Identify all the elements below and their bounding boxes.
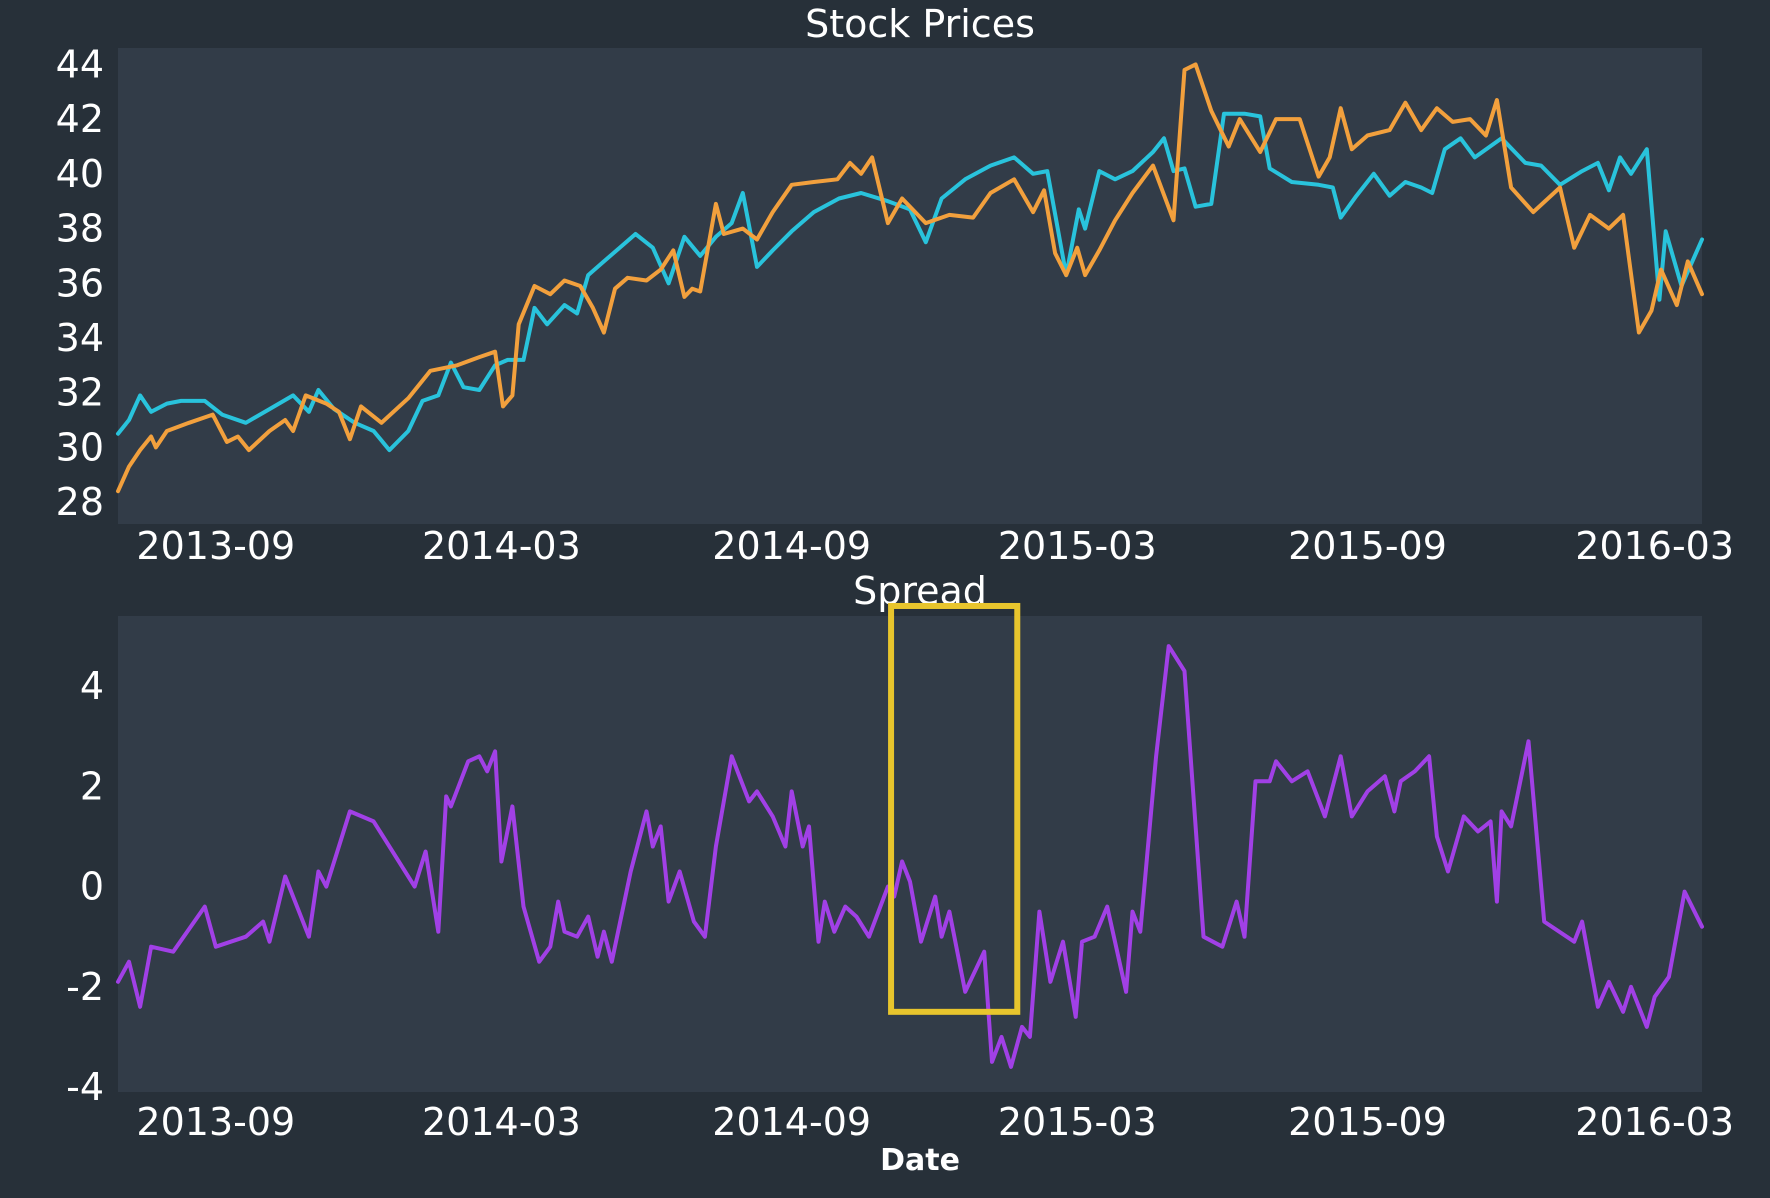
stock-prices-x-tick-label: 2014-03 [422,524,581,568]
stock-prices-y-tick-label: 36 [56,261,104,305]
spread-series-line-1 [116,644,1704,1069]
spread-y-tick-label: 2 [80,764,104,808]
stock-prices-y-tick-label: 30 [56,425,104,469]
stock-prices-series [116,62,1704,494]
spread-x-tick-label: 2015-09 [1288,1100,1447,1144]
spread-x-tick-label: 2013-09 [136,1100,295,1144]
stock-prices-series-line-2 [116,62,1704,494]
stock-prices-x-ticks: 2013-09 2014-03 2014-09 2015-03 2015-09 2016-… [136,524,1734,568]
stock-prices-x-tick-label: 2016-03 [1575,524,1734,568]
spread-x-tick-label: 2015-03 [998,1100,1157,1144]
spread-x-tick-label: 2016-03 [1575,1100,1734,1144]
spread-x-tick-label: 2014-03 [422,1100,581,1144]
stock-prices-x-tick-label: 2013-09 [136,524,295,568]
stock-prices-plot-area [118,48,1702,524]
stock-prices-x-tick-label: 2014-09 [712,524,871,568]
spread-plot-area [118,616,1702,1092]
stock-prices-y-tick-label: 40 [56,152,104,196]
stock-prices-y-ticks: 28 30 32 34 36 38 40 42 44 [56,42,104,524]
spread-series [116,644,1704,1069]
spread-y-tick-label: -4 [66,1065,104,1109]
spread-x-ticks: 2013-09 2014-03 2014-09 2015-03 2015-09 2016-… [136,1100,1734,1144]
spread-x-tick-label: 2014-09 [712,1100,871,1144]
spread-y-tick-label: -2 [66,965,104,1009]
spread-highlight-layer [888,602,1021,1015]
spread-x-axis-label: Date [880,1143,960,1178]
stock-prices-y-tick-label: 28 [56,480,104,524]
stock-prices-x-tick-label: 2015-09 [1288,524,1447,568]
spread-y-tick-label: 0 [80,865,104,909]
stock-prices-y-tick-label: 38 [56,207,104,251]
spread-highlight-box [888,602,1021,1015]
stock-prices-y-tick-label: 44 [56,42,104,86]
spread-y-tick-label: 4 [80,664,104,708]
stock-prices-x-tick-label: 2015-03 [998,524,1157,568]
stock-prices-y-tick-label: 34 [56,316,104,360]
stock-prices-title: Stock Prices [805,2,1035,46]
stock-prices-series-line-1 [116,111,1704,453]
spread-y-ticks: -4 -2 0 2 4 [66,664,104,1109]
stock-prices-y-tick-label: 32 [56,371,104,415]
stock-prices-y-tick-label: 42 [56,97,104,141]
